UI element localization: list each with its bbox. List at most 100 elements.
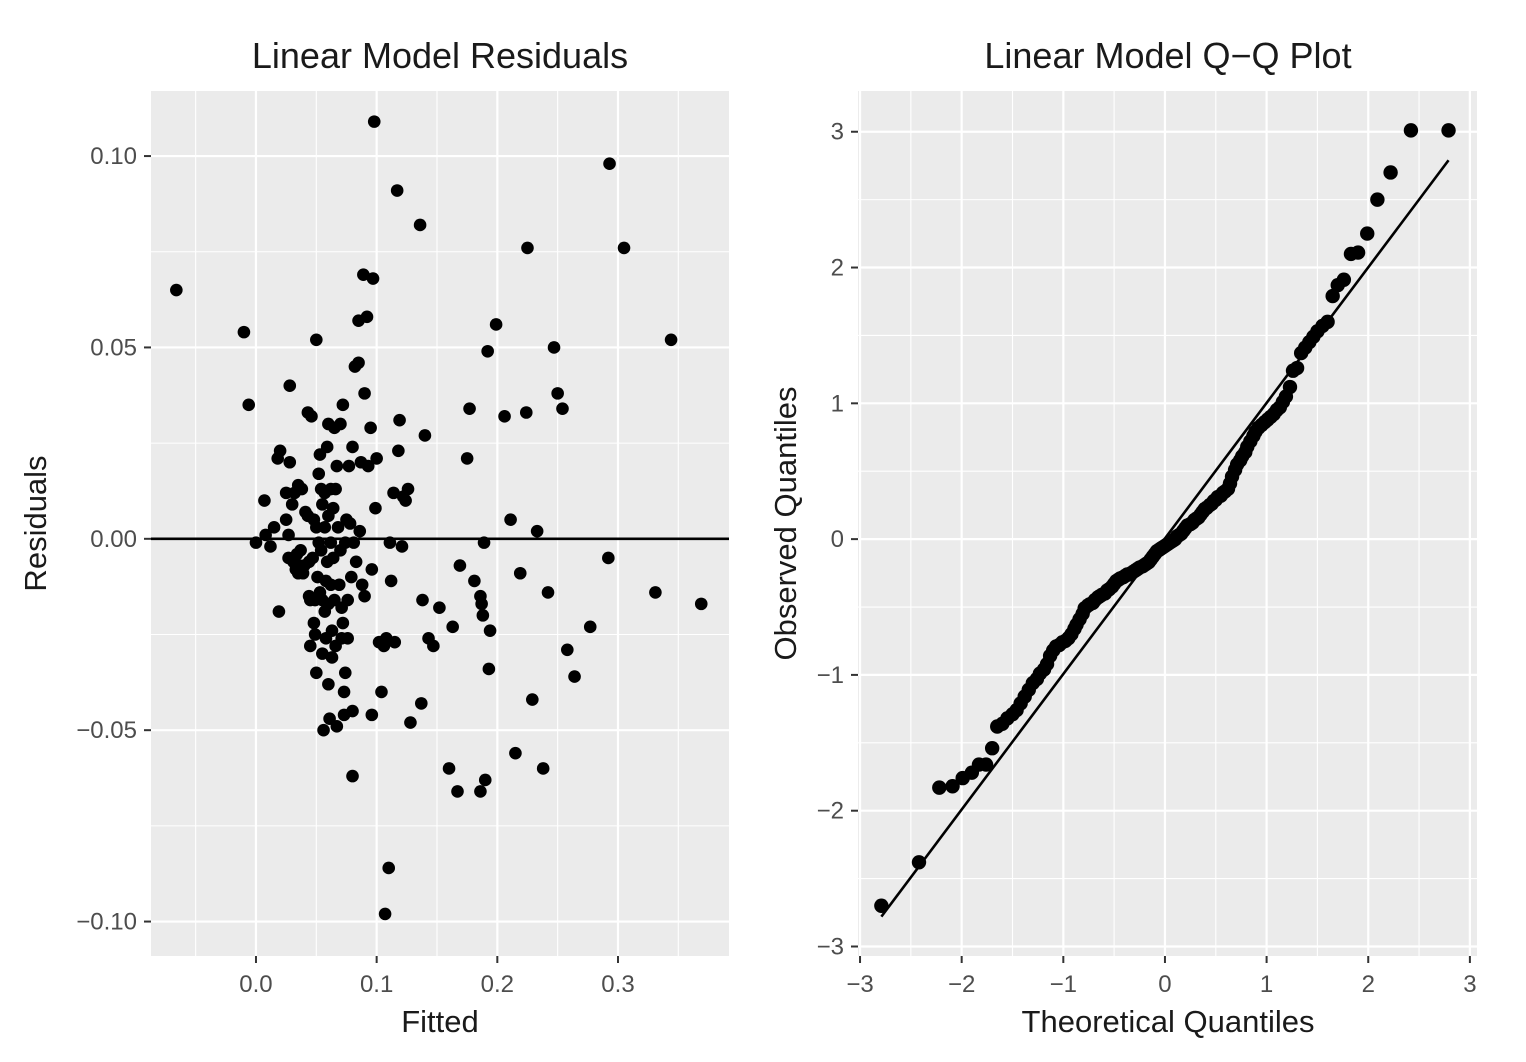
data-point	[468, 574, 481, 588]
data-point	[314, 543, 328, 557]
data-point	[307, 616, 321, 630]
data-point	[382, 861, 396, 875]
data-point	[513, 566, 527, 580]
data-point	[478, 773, 492, 787]
y-tick-label: −3	[817, 933, 844, 960]
data-point	[481, 344, 494, 358]
data-point	[392, 444, 405, 458]
x-axis-title: Fitted	[401, 1004, 479, 1039]
x-tick-label: 2	[1362, 971, 1375, 998]
data-point	[387, 486, 400, 500]
y-tick-label: −1	[817, 662, 844, 689]
data-point	[282, 528, 295, 542]
data-point	[583, 620, 597, 634]
data-point	[322, 677, 335, 691]
x-tick-label: −1	[1050, 971, 1077, 998]
data-point	[427, 639, 440, 653]
data-point	[170, 283, 183, 297]
x-tick-label: 0.0	[239, 971, 272, 998]
chart-title: Linear Model Residuals	[252, 35, 628, 76]
data-point	[1383, 165, 1398, 180]
x-tick-label: 0	[1158, 971, 1171, 998]
x-tick-label: 0.3	[601, 971, 634, 998]
data-point	[932, 780, 947, 795]
data-point	[383, 536, 397, 549]
data-point	[365, 563, 379, 576]
data-point	[324, 536, 338, 549]
data-point	[308, 628, 322, 641]
data-point	[273, 444, 287, 458]
data-point	[332, 578, 346, 592]
data-point	[279, 513, 293, 526]
data-point	[316, 647, 329, 660]
data-point	[325, 624, 339, 637]
data-point	[504, 513, 517, 526]
data-point	[364, 421, 377, 435]
data-point	[498, 410, 511, 423]
data-point	[358, 387, 371, 400]
data-point	[1441, 123, 1456, 138]
data-point	[476, 609, 490, 622]
data-point	[367, 115, 381, 128]
data-point	[264, 540, 277, 553]
data-point	[366, 272, 380, 285]
data-points	[170, 115, 708, 921]
data-point	[355, 578, 369, 592]
data-point	[317, 723, 330, 737]
data-point	[393, 413, 406, 427]
data-point	[336, 616, 350, 630]
data-point	[331, 521, 345, 534]
data-point	[342, 459, 356, 473]
data-point	[337, 685, 351, 699]
data-point	[530, 524, 544, 538]
data-point	[483, 624, 497, 637]
y-tick-label: 3	[831, 119, 844, 146]
data-point	[320, 440, 334, 454]
data-point	[463, 402, 476, 415]
data-point	[310, 333, 323, 347]
x-tick-label: 0.2	[481, 971, 514, 998]
data-point	[306, 551, 319, 565]
data-point	[267, 521, 281, 534]
data-point	[283, 455, 297, 469]
data-point	[326, 501, 340, 515]
x-tick-label: −3	[846, 971, 873, 998]
data-point	[418, 429, 432, 442]
data-point	[526, 693, 539, 706]
data-point	[551, 387, 564, 400]
y-tick-label: 0.10	[90, 143, 137, 170]
data-point	[1289, 360, 1305, 376]
x-tick-label: −2	[948, 971, 975, 998]
x-tick-label: 3	[1463, 971, 1476, 998]
data-point	[617, 241, 631, 255]
data-point	[1336, 272, 1352, 287]
data-point	[1370, 192, 1385, 207]
data-point	[325, 651, 339, 664]
data-point	[346, 769, 359, 783]
data-point	[1325, 288, 1340, 304]
data-point	[547, 341, 561, 354]
data-point	[414, 697, 428, 710]
data-point	[978, 757, 994, 772]
data-point	[945, 779, 960, 794]
data-point	[249, 536, 263, 549]
data-point	[451, 785, 464, 798]
data-point	[649, 586, 662, 599]
data-point	[384, 574, 398, 588]
data-point	[603, 157, 616, 171]
data-point	[272, 605, 286, 618]
data-point	[475, 597, 488, 611]
y-tick-label: 1	[831, 390, 844, 417]
plot-background	[151, 91, 729, 956]
x-tick-label: 0.1	[360, 971, 393, 998]
data-point	[305, 410, 318, 423]
data-point	[477, 536, 491, 549]
data-point	[360, 310, 374, 324]
y-tick-label: 0	[831, 526, 844, 553]
data-point	[347, 536, 361, 549]
data-point	[378, 907, 392, 921]
data-point	[442, 762, 456, 775]
plot-background	[858, 91, 1477, 956]
data-point	[343, 517, 357, 530]
data-point	[416, 593, 429, 607]
